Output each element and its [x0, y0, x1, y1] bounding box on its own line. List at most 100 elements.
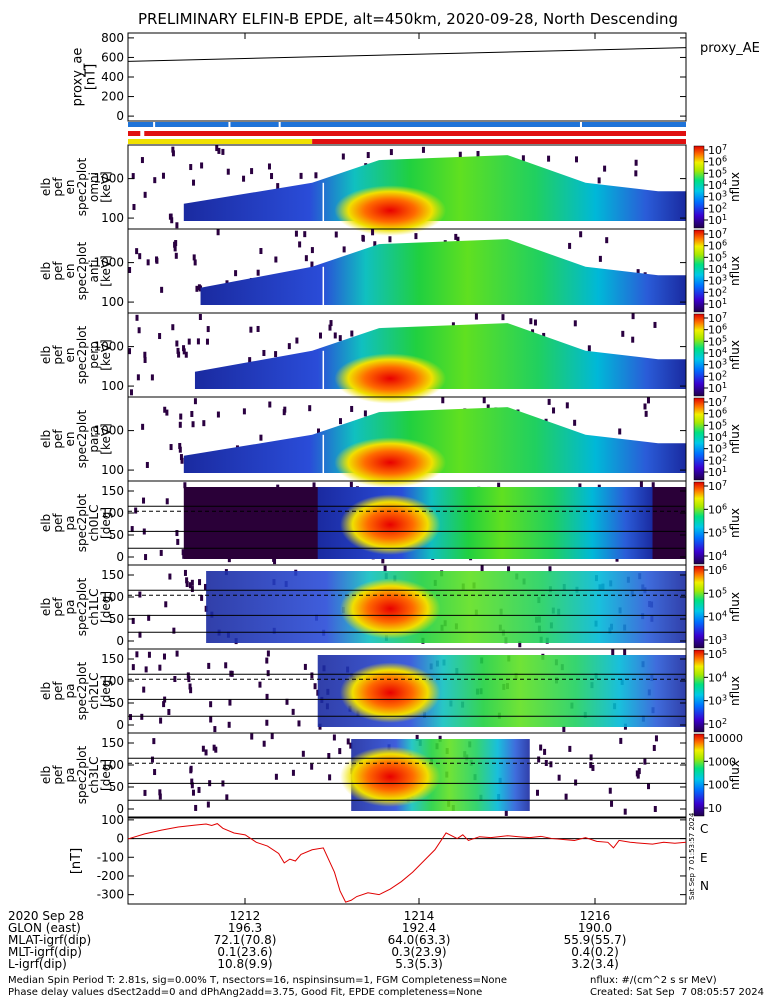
noise-pixel [303, 231, 307, 238]
noise-pixel [182, 348, 186, 355]
noise-pixel [276, 183, 280, 190]
noise-pixel [147, 651, 151, 658]
noise-pixel [285, 698, 289, 705]
colorbar-tick: 104 [708, 670, 727, 684]
colorbar-tick: 107 [708, 311, 727, 325]
noise-pixel [654, 735, 658, 742]
noise-pixel [314, 172, 318, 179]
x-time-1212: 1212 [229, 909, 261, 923]
noise-pixel [458, 151, 462, 158]
noise-pixel [621, 330, 625, 337]
noise-pixel [544, 759, 548, 766]
noise-pixel [136, 374, 140, 381]
noise-pixel [200, 162, 204, 169]
noise-pixel [167, 708, 171, 715]
panel-ytick: 1000 [93, 424, 124, 438]
noise-pixel [297, 720, 301, 727]
noise-pixel [249, 326, 253, 333]
noise-pixel [597, 177, 601, 184]
colorbar-tick: 105 [708, 250, 727, 264]
spec2plot_en_omni-panel: 1000100elbpefenspec2plotomni[keV]1071061… [39, 143, 742, 236]
noise-pixel [310, 763, 314, 770]
noise-pixel [129, 714, 133, 721]
noise-pixel [421, 146, 425, 153]
noise-pixel [191, 421, 195, 428]
panel-ytick: 100 [101, 211, 124, 225]
noise-pixel [317, 428, 321, 435]
noise-pixel [135, 651, 139, 658]
fgm-ytick: 0 [116, 832, 124, 846]
panel-ytick: 100 [101, 506, 124, 520]
component-e-label: E [700, 851, 708, 865]
panel-ytick: 100 [101, 379, 124, 393]
noise-pixel [507, 566, 511, 573]
noise-pixel [177, 351, 181, 358]
noise-pixel [579, 231, 583, 238]
status-bar-red-2 [312, 139, 686, 144]
colorbar-tick: 101 [708, 381, 727, 395]
noise-pixel [266, 650, 270, 657]
noise-pixel [327, 753, 331, 760]
noise-pixel [178, 442, 182, 449]
noise-pixel [234, 270, 238, 277]
colorbar-tick: 102 [708, 369, 727, 383]
noise-pixel [310, 672, 314, 679]
noise-pixel [202, 420, 206, 427]
noise-pixel [178, 446, 182, 453]
noise-pixel [198, 579, 202, 586]
panel-ytick: 100 [101, 758, 124, 772]
noise-pixel [533, 319, 537, 326]
noise-pixel [175, 650, 179, 657]
panel-ylabel: elbpefenspec2plotomni[keV] [39, 157, 113, 216]
noise-pixel [159, 717, 163, 724]
noise-pixel [182, 345, 186, 352]
colorbar-tick: 1000 [708, 755, 736, 768]
x-mlt-1214: 0.3(23.9) [391, 945, 447, 959]
noise-pixel [159, 549, 163, 556]
noise-pixel [634, 170, 638, 177]
hot-region [340, 662, 441, 723]
noise-pixel [652, 744, 656, 751]
noise-pixel [644, 410, 648, 417]
noise-pixel [168, 213, 172, 220]
colorbar-tick: 104 [708, 430, 727, 444]
noise-pixel [350, 405, 354, 412]
panel-ylabel: elbpefpaspec2plotch1LC[deg] [39, 577, 113, 636]
noise-pixel [631, 336, 635, 343]
noise-pixel [611, 649, 615, 656]
colorbar [693, 649, 705, 733]
noise-pixel [142, 497, 146, 504]
noise-pixel [274, 351, 278, 358]
noise-pixel [270, 173, 274, 180]
flux-band [183, 407, 687, 473]
noise-pixel [179, 454, 183, 461]
noise-pixel [618, 428, 622, 435]
noise-pixel [224, 662, 228, 669]
footer-line2: Phase delay values dSect2add=0 and dPhAn… [8, 987, 483, 998]
noise-pixel [338, 335, 342, 342]
noise-pixel [619, 737, 623, 744]
status-bars [128, 122, 686, 144]
noise-pixel [158, 664, 162, 671]
colorbar-tick: 101 [708, 213, 727, 227]
panel-ytick: 50 [109, 780, 124, 794]
noise-pixel [312, 482, 316, 489]
noise-pixel [539, 744, 543, 751]
noise-pixel [180, 457, 184, 464]
panel-ylabel: elbpefpaspec2plotch3LC[deg] [39, 745, 113, 804]
noise-pixel [497, 482, 501, 489]
panel-ytick: 50 [109, 528, 124, 542]
component-n-label: N [700, 879, 709, 893]
noise-pixel [441, 397, 445, 404]
noise-pixel [361, 235, 365, 242]
noise-pixel [205, 338, 209, 345]
colorbar-tick: 107 [708, 395, 727, 409]
colorbar-label: nflux [728, 592, 742, 622]
noise-pixel [504, 809, 508, 816]
xrow-glon-label: GLON (east) [8, 921, 81, 935]
noise-pixel [334, 231, 338, 238]
noise-pixel [197, 284, 201, 291]
